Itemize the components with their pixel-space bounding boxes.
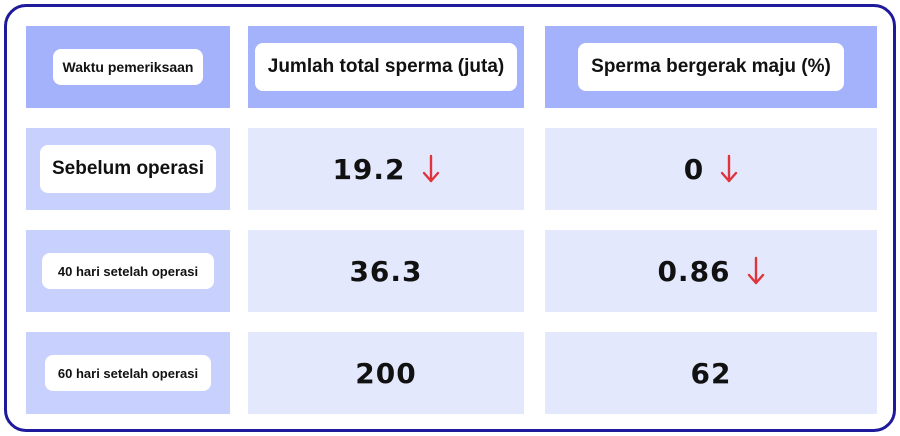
row-2-label-cell: 40 hari setelah operasi: [26, 230, 230, 312]
row-3-motile-value: 62: [690, 356, 732, 390]
header-cell-motile: Sperma bergerak maju (%): [545, 26, 877, 108]
row-1-motile-value: 0: [683, 152, 705, 186]
arrow-down-icon: [721, 154, 738, 183]
row-3-total-value: 200: [355, 356, 417, 390]
row-1-motile-cell: 0: [545, 128, 877, 210]
row-3-label-cell: 60 hari setelah operasi: [26, 332, 230, 414]
row-2-total-cell: 36.3: [248, 230, 524, 312]
row-2-motile-cell: 0.86: [545, 230, 877, 312]
row-1-total-cell: 19.2: [248, 128, 524, 210]
row-3-label: 60 hari setelah operasi: [45, 355, 211, 391]
header-motile-label: Sperma bergerak maju (%): [578, 43, 844, 91]
row-2-total-value: 36.3: [349, 254, 423, 288]
header-time-label: Waktu pemeriksaan: [53, 49, 203, 85]
row-2-label: 40 hari setelah operasi: [42, 253, 214, 289]
row-3-motile-cell: 62: [545, 332, 877, 414]
header-total-label: Jumlah total sperma (juta): [255, 43, 517, 91]
header-cell-time: Waktu pemeriksaan: [26, 26, 230, 108]
header-cell-total: Jumlah total sperma (juta): [248, 26, 524, 108]
row-1-total-value: 19.2: [332, 152, 406, 186]
arrow-down-icon: [747, 256, 764, 285]
arrow-down-icon: [422, 154, 439, 183]
row-3-total-cell: 200: [248, 332, 524, 414]
row-1-label-cell: Sebelum operasi: [26, 128, 230, 210]
row-2-motile-value: 0.86: [657, 254, 731, 288]
row-1-label: Sebelum operasi: [40, 145, 216, 193]
